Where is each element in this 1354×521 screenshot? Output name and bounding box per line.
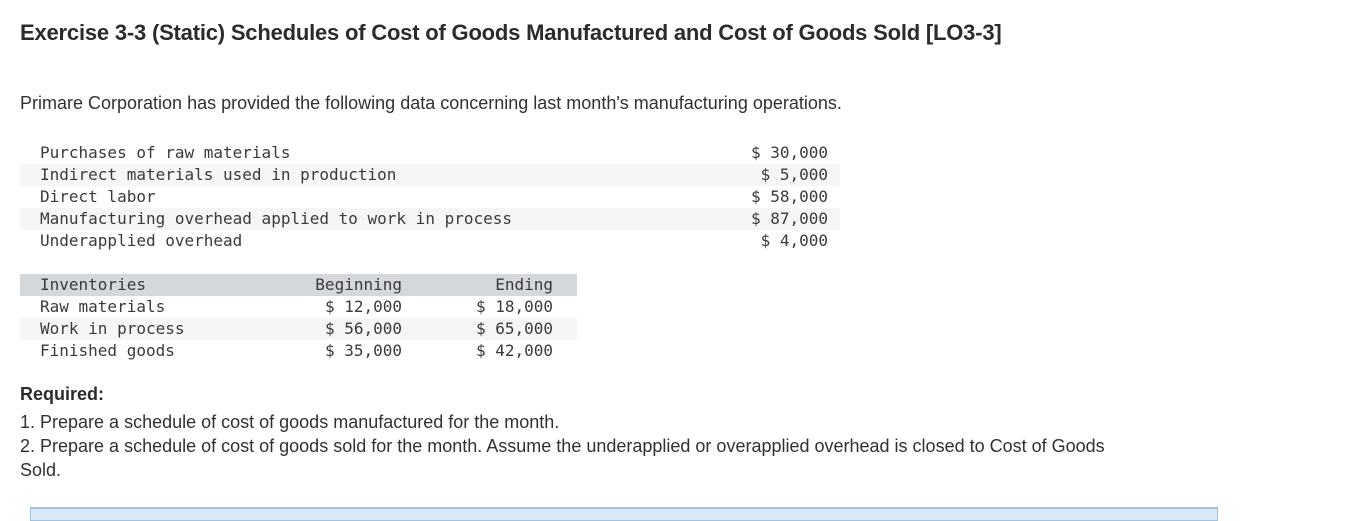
inventory-ending-value: $ 42,000 (475, 341, 553, 360)
required-heading: Required: (20, 384, 105, 404)
inventory-row-label: Finished goods (40, 341, 175, 360)
cost-row-amount: $ 4,000 (760, 231, 828, 250)
cost-row-label: Direct labor (40, 187, 156, 206)
inventory-beginning-value: $ 56,000 (324, 319, 402, 338)
inventories-table: Inventories Beginning Ending Raw materia… (20, 274, 577, 362)
inventory-beginning-value: $ 35,000 (324, 341, 402, 360)
beginning-header: Beginning (315, 275, 402, 294)
required-item-2: 2. Prepare a schedule of cost of goods s… (20, 436, 1105, 480)
table-row: Direct labor $ 58,000 (20, 186, 840, 208)
cost-row-label: Manufacturing overhead applied to work i… (40, 209, 513, 228)
inventory-ending-value: $ 65,000 (475, 319, 553, 338)
ending-header: Ending (495, 275, 553, 294)
table-row: Manufacturing overhead applied to work i… (20, 208, 840, 230)
cost-row-amount: $ 58,000 (750, 187, 828, 206)
inventories-header: Inventories (40, 275, 146, 294)
table-row: Raw materials $ 12,000 $ 18,000 (20, 296, 577, 318)
table-row: Work in process $ 56,000 $ 65,000 (20, 318, 577, 340)
table-row: Indirect materials used in production $ … (20, 164, 840, 186)
cost-row-amount: $ 30,000 (750, 143, 828, 162)
inventory-row-label: Work in process (40, 319, 185, 338)
cost-row-label: Indirect materials used in production (40, 165, 397, 184)
intro-text: Primare Corporation has provided the fol… (20, 93, 842, 113)
required-item-1: 1. Prepare a schedule of cost of goods m… (20, 412, 560, 432)
table-header-row: Inventories Beginning Ending (20, 274, 577, 296)
cost-row-label: Underapplied overhead (40, 231, 243, 250)
cost-row-amount: $ 87,000 (750, 209, 828, 228)
required-section: Required: 1. Prepare a schedule of cost … (20, 384, 1150, 482)
cost-row-amount: $ 5,000 (760, 165, 828, 184)
manufacturing-costs-table: Purchases of raw materials $ 30,000 Indi… (20, 142, 840, 252)
inventory-ending-value: $ 18,000 (475, 297, 553, 316)
inventory-row-label: Raw materials (40, 297, 166, 316)
inventory-beginning-value: $ 12,000 (324, 297, 402, 316)
table-row: Finished goods $ 35,000 $ 42,000 (20, 340, 577, 362)
table-row: Purchases of raw materials $ 30,000 (20, 142, 840, 164)
answer-panel-top-edge (30, 507, 1218, 521)
cost-row-label: Purchases of raw materials (40, 143, 291, 162)
page-title: Exercise 3-3 (Static) Schedules of Cost … (20, 20, 1002, 45)
table-row: Underapplied overhead $ 4,000 (20, 230, 840, 252)
